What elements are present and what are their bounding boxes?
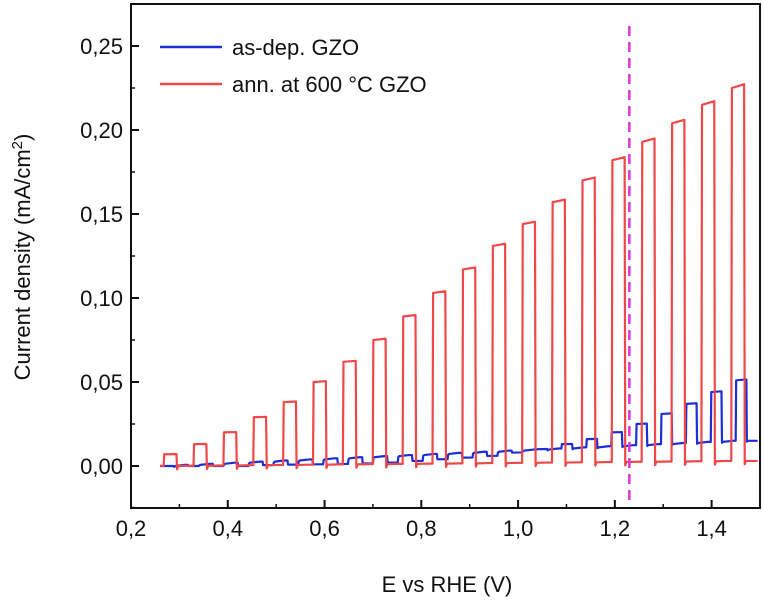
y-tick-label: 0,25 (80, 34, 123, 59)
x-tick-label: 1,4 (696, 516, 727, 541)
y-tick-label: 0,05 (80, 370, 123, 395)
series-line-as-dep-gzo (160, 378, 758, 468)
x-axis-title: E vs RHE (V) (382, 572, 513, 597)
legend-label-annealed: ann. at 600 °C GZO (232, 72, 427, 97)
y-tick-label: 0,10 (80, 286, 123, 311)
legend-label-as-dep: as-dep. GZO (232, 35, 359, 60)
x-tick-label: 0,4 (212, 516, 243, 541)
x-tick-label: 0,8 (406, 516, 437, 541)
y-axis-title: Current density (mA/cm2) (9, 134, 35, 381)
y-tick-label: 0,15 (80, 202, 123, 227)
x-tick-label: 1,2 (600, 516, 631, 541)
x-tick-label: 0,6 (309, 516, 340, 541)
series-line-annealed-gzo (160, 83, 758, 471)
y-tick-label: 0,00 (80, 454, 123, 479)
x-tick-label: 1,0 (503, 516, 534, 541)
y-tick-label: 0,20 (80, 118, 123, 143)
x-tick-label: 0,2 (116, 516, 147, 541)
